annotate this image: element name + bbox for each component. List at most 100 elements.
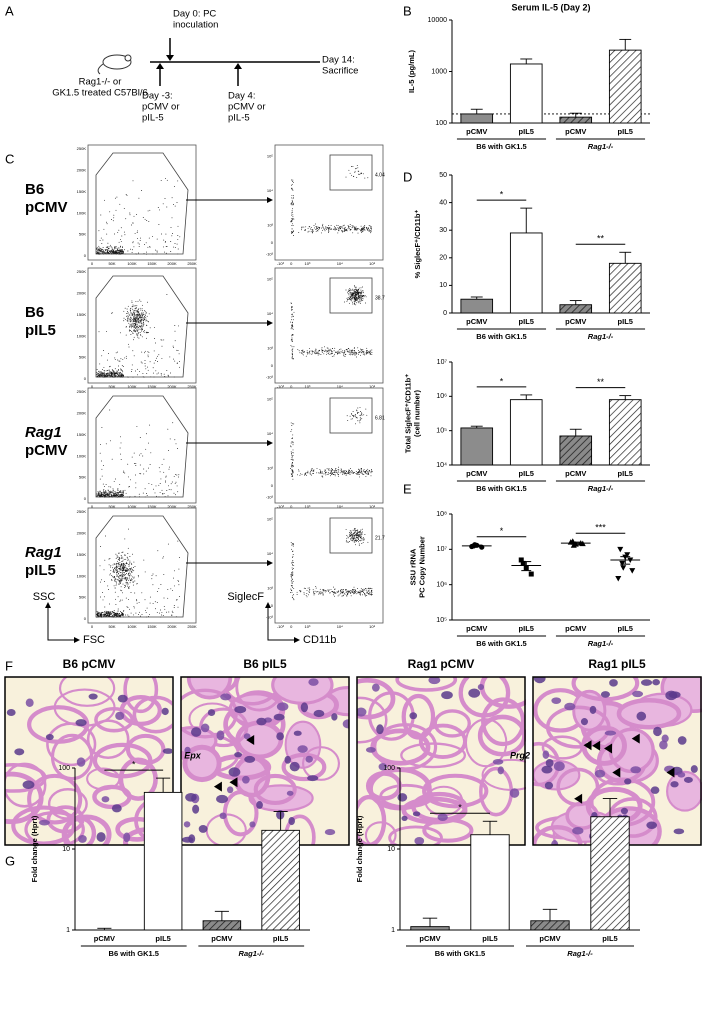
event-dot xyxy=(97,248,98,249)
event-dot xyxy=(316,227,317,228)
event-dot xyxy=(365,409,366,410)
event-dot xyxy=(150,327,151,328)
event-dot xyxy=(114,610,115,611)
event-dot xyxy=(354,533,355,534)
event-dot xyxy=(130,562,131,563)
event-dot xyxy=(116,574,117,575)
event-dot xyxy=(99,252,100,253)
event-dot xyxy=(307,596,308,597)
event-dot xyxy=(123,366,124,367)
event-dot xyxy=(134,323,135,324)
event-dot xyxy=(356,593,357,594)
event-dot xyxy=(136,583,137,584)
event-dot xyxy=(331,470,332,471)
event-dot xyxy=(360,292,361,293)
event-dot xyxy=(320,589,321,590)
event-dot xyxy=(142,326,143,327)
event-dot xyxy=(346,595,347,596)
event-dot xyxy=(118,494,119,495)
event-dot xyxy=(359,592,360,593)
event-dot xyxy=(369,352,370,353)
event-dot xyxy=(146,338,147,339)
event-dot xyxy=(174,605,175,606)
y-tick-label: 100 xyxy=(435,120,447,127)
event-dot xyxy=(97,247,98,248)
event-dot xyxy=(127,583,128,584)
event-dot xyxy=(114,373,115,374)
event-dot xyxy=(100,616,101,617)
event-dot xyxy=(354,472,355,473)
event-dot xyxy=(362,591,363,592)
event-dot xyxy=(112,492,113,493)
event-dot xyxy=(176,350,177,351)
event-dot xyxy=(337,351,338,352)
event-dot xyxy=(132,569,133,570)
event-dot xyxy=(122,552,123,553)
flow-y-tick: 50K xyxy=(79,475,86,480)
event-dot xyxy=(363,592,364,593)
nucleus xyxy=(630,766,641,773)
event-dot xyxy=(119,361,120,362)
event-dot xyxy=(123,569,124,570)
host-label: GK1.5 treated C57Bl/6 xyxy=(52,88,148,99)
event-dot xyxy=(371,354,372,355)
event-dot xyxy=(122,374,123,375)
flow-plot-frame xyxy=(275,145,383,260)
nucleus xyxy=(468,689,480,698)
event-dot xyxy=(354,295,355,296)
event-dot xyxy=(115,614,116,615)
event-dot xyxy=(108,353,109,354)
nucleus xyxy=(554,761,565,771)
event-dot xyxy=(104,611,105,612)
alveolar-wall xyxy=(238,723,281,757)
event-dot xyxy=(293,546,294,547)
event-dot xyxy=(351,535,352,536)
nucleus xyxy=(7,709,16,716)
event-dot xyxy=(177,363,178,364)
event-dot xyxy=(368,351,369,352)
event-dot xyxy=(131,324,132,325)
event-dot xyxy=(328,229,329,230)
event-dot xyxy=(123,574,124,575)
bar xyxy=(609,50,641,123)
event-dot xyxy=(297,349,298,350)
event-dot xyxy=(123,490,124,491)
event-dot xyxy=(145,610,146,611)
nucleus xyxy=(670,781,678,787)
event-dot xyxy=(164,493,165,494)
event-dot xyxy=(123,610,124,611)
event-dot xyxy=(361,538,362,539)
event-dot xyxy=(359,472,360,473)
event-dot xyxy=(110,613,111,614)
event-dot xyxy=(345,472,346,473)
event-dot xyxy=(332,353,333,354)
event-dot xyxy=(140,332,141,333)
event-dot xyxy=(110,493,111,494)
event-dot xyxy=(117,489,118,490)
event-dot xyxy=(107,614,108,615)
event-dot xyxy=(348,470,349,471)
event-dot xyxy=(132,325,133,326)
event-dot xyxy=(129,327,130,328)
event-dot xyxy=(368,474,369,475)
event-dot xyxy=(178,325,179,326)
event-dot xyxy=(163,459,164,460)
event-dot xyxy=(108,616,109,617)
nucleus xyxy=(123,833,130,843)
event-dot xyxy=(135,475,136,476)
event-dot xyxy=(315,591,316,592)
event-dot xyxy=(365,230,366,231)
event-dot xyxy=(356,289,357,290)
event-dot xyxy=(316,226,317,227)
event-dot xyxy=(130,580,131,581)
x-tick-label: pIL5 xyxy=(618,469,633,478)
event-dot xyxy=(357,413,358,414)
x-tick-label: pIL5 xyxy=(482,934,497,943)
event-dot xyxy=(348,225,349,226)
event-dot xyxy=(363,292,364,293)
nucleus xyxy=(624,778,631,784)
day-minus3-label: Day -3: xyxy=(142,91,173,102)
event-dot xyxy=(155,370,156,371)
event-dot xyxy=(177,202,178,203)
event-dot xyxy=(357,408,358,409)
